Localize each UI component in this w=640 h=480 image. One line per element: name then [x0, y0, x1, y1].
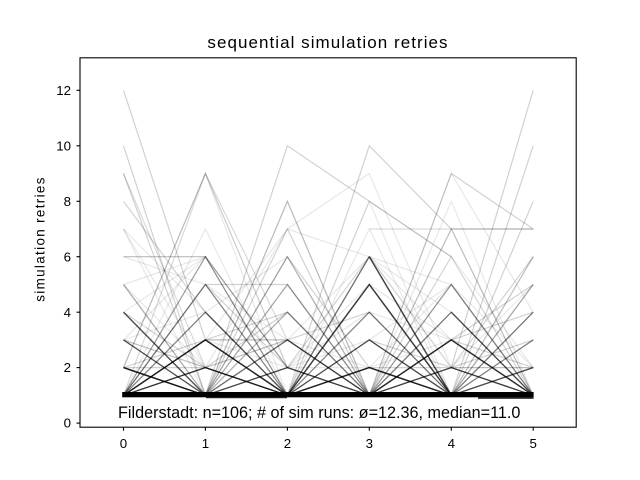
svg-text:3: 3 [366, 436, 373, 451]
svg-text:simulation retries: simulation retries [33, 176, 48, 302]
svg-text:5: 5 [529, 436, 536, 451]
svg-text:8: 8 [64, 194, 71, 209]
svg-text:sequential simulation retries: sequential simulation retries [207, 33, 448, 52]
svg-text:1: 1 [202, 436, 209, 451]
svg-text:4: 4 [448, 436, 455, 451]
svg-text:12: 12 [56, 83, 71, 98]
svg-text:10: 10 [56, 138, 71, 153]
svg-text:0: 0 [64, 416, 71, 431]
svg-text:0: 0 [120, 436, 127, 451]
svg-text:6: 6 [64, 249, 71, 264]
svg-text:2: 2 [284, 436, 291, 451]
svg-text:2: 2 [64, 360, 71, 375]
svg-text:Filderstadt: n=106; # of sim r: Filderstadt: n=106; # of sim runs: ø=12.… [118, 404, 520, 422]
svg-text:4: 4 [64, 305, 71, 320]
